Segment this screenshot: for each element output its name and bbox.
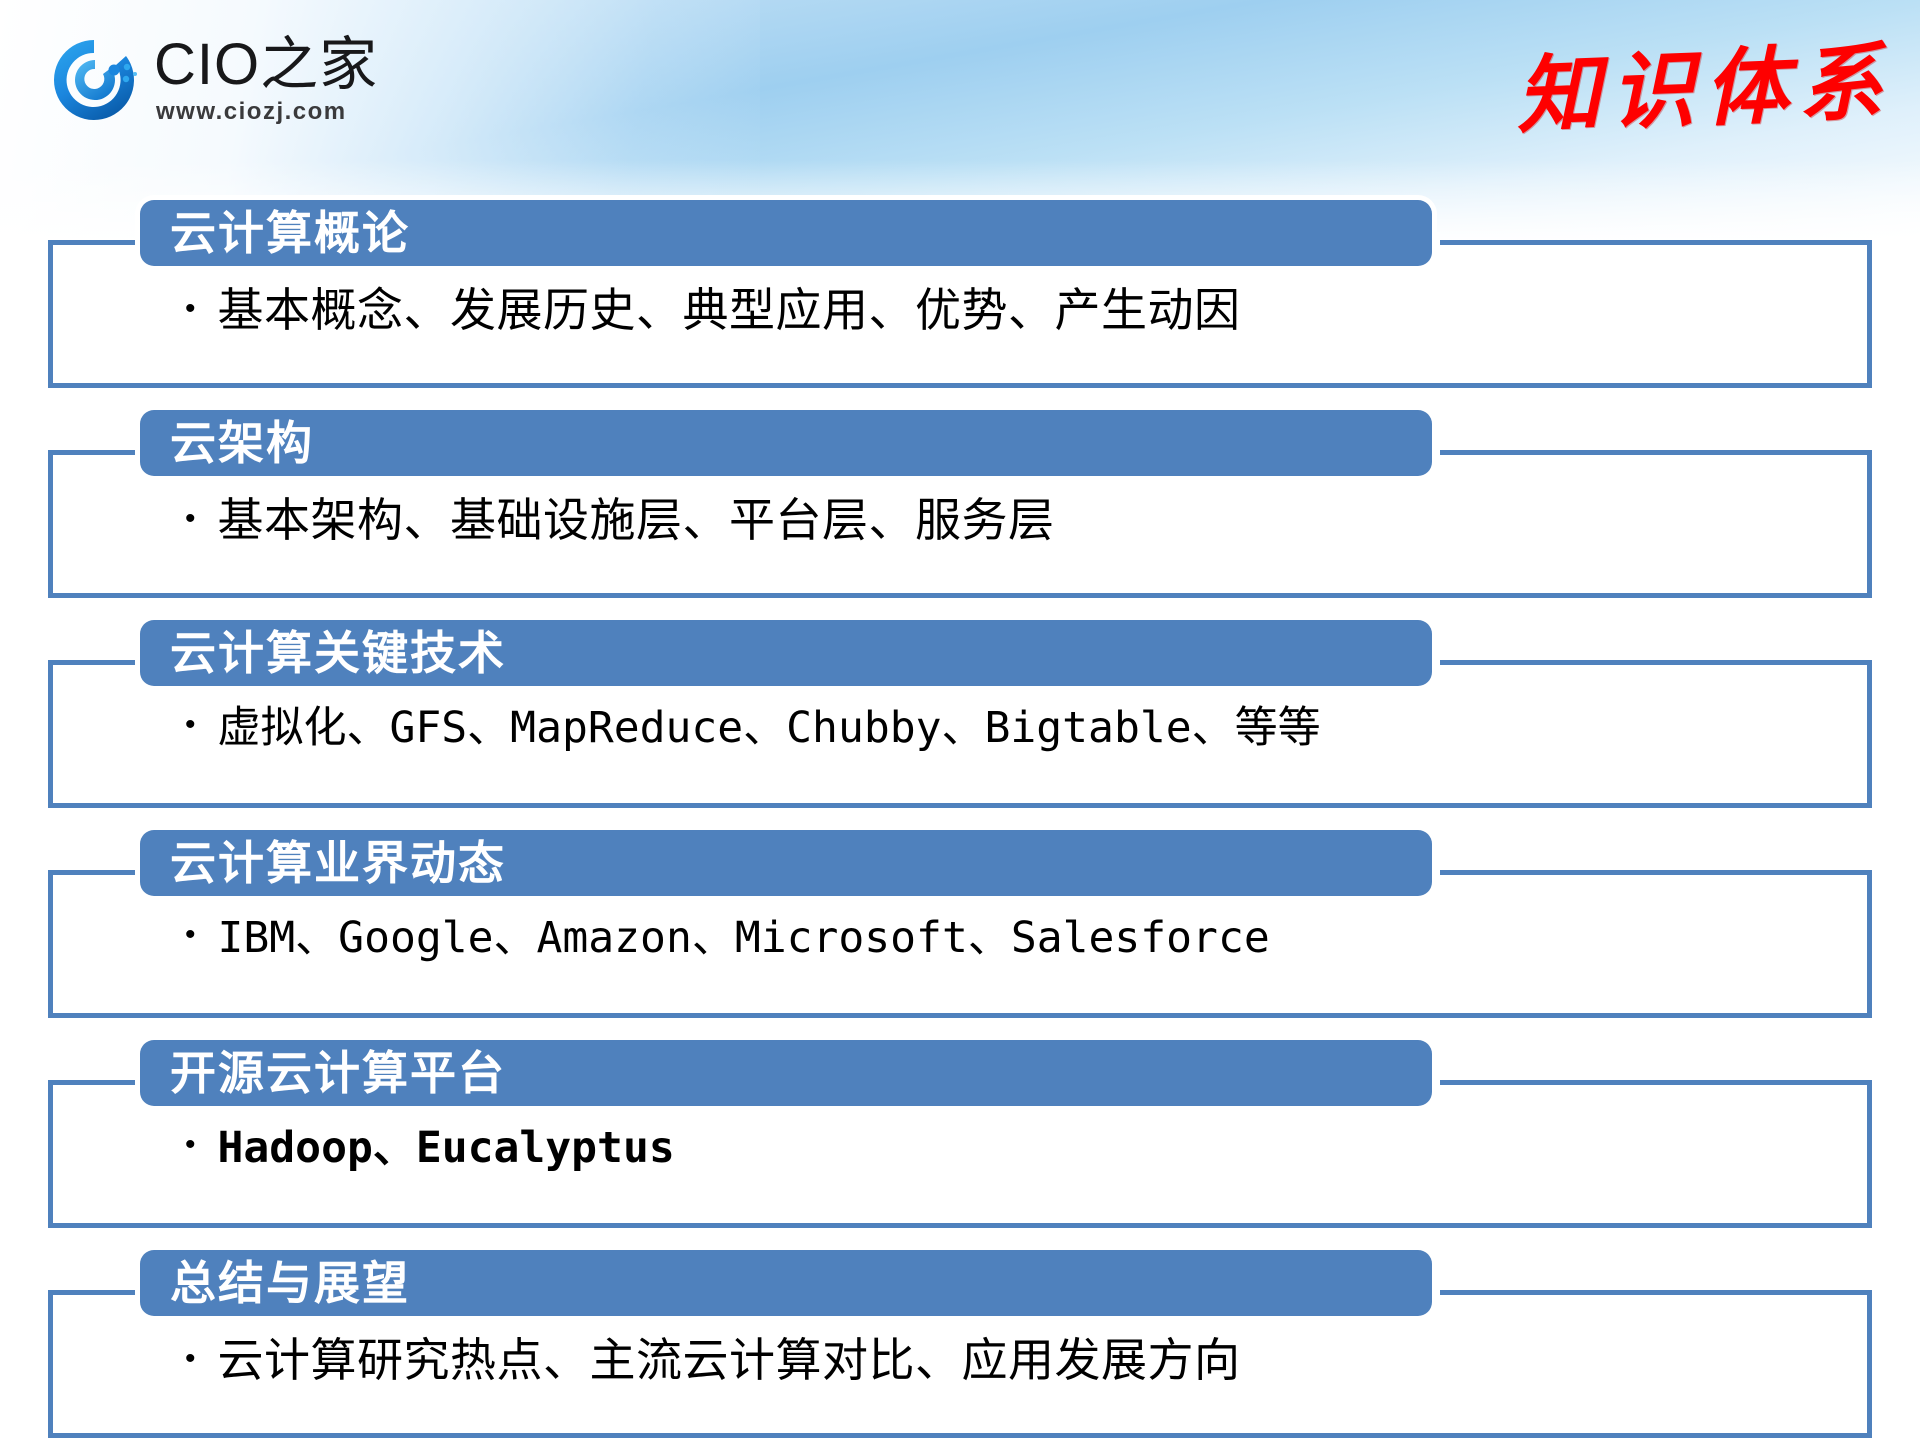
section-body: • IBM、Google、Amazon、Microsoft、Salesforce — [185, 913, 1860, 963]
section-item: 云计算业界动态 • IBM、Google、Amazon、Microsoft、Sa… — [0, 830, 1920, 1032]
section-item: 开源云计算平台 • Hadoop、Eucalyptus — [0, 1040, 1920, 1242]
section-header-pill[interactable]: 云计算业界动态 — [140, 830, 1432, 896]
section-item: 云架构 • 基本架构、基础设施层、平台层、服务层 — [0, 410, 1920, 612]
site-logo: CIO之家 www.ciozj.com — [48, 34, 378, 126]
section-item: 总结与展望 • 云计算研究热点、主流云计算对比、应用发展方向 — [0, 1250, 1920, 1440]
section-header-pill[interactable]: 云计算关键技术 — [140, 620, 1432, 686]
section-bullet-text: Hadoop、Eucalyptus — [217, 1123, 675, 1173]
bullet-marker-icon: • — [185, 502, 196, 535]
section-body: • 云计算研究热点、主流云计算对比、应用发展方向 — [185, 1333, 1860, 1387]
section-header-pill[interactable]: 开源云计算平台 — [140, 1040, 1432, 1106]
section-item: 云计算关键技术 • 虚拟化、GFS、MapReduce、Chubby、Bigta… — [0, 620, 1920, 822]
section-body: • 虚拟化、GFS、MapReduce、Chubby、Bigtable、等等 — [185, 703, 1860, 753]
bullet-marker-icon: • — [185, 1128, 196, 1161]
cio-circle-logo-icon — [48, 34, 140, 126]
section-bullet-text: 基本概念、发展历史、典型应用、优势、产生动因 — [217, 283, 1241, 337]
banner-title: 知识体系 — [1514, 31, 1894, 146]
logo-text-block: CIO之家 www.ciozj.com — [154, 36, 378, 124]
bullet-marker-icon: • — [185, 292, 196, 325]
bullet-marker-icon: • — [185, 708, 196, 741]
section-title: 云计算关键技术 — [170, 626, 506, 680]
section-body: • 基本概念、发展历史、典型应用、优势、产生动因 — [185, 283, 1860, 337]
section-title: 云计算业界动态 — [170, 836, 506, 890]
bullet-marker-icon: • — [185, 1342, 196, 1375]
section-bullet-text: 云计算研究热点、主流云计算对比、应用发展方向 — [217, 1333, 1241, 1387]
section-list: 云计算概论 • 基本概念、发展历史、典型应用、优势、产生动因 云架构 • 基本架… — [0, 200, 1920, 1440]
section-title: 开源云计算平台 — [170, 1046, 506, 1100]
section-item: 云计算概论 • 基本概念、发展历史、典型应用、优势、产生动因 — [0, 200, 1920, 402]
section-body: • Hadoop、Eucalyptus — [185, 1123, 1860, 1173]
section-body: • 基本架构、基础设施层、平台层、服务层 — [185, 493, 1860, 547]
section-title: 云计算概论 — [170, 206, 410, 260]
section-title: 总结与展望 — [170, 1256, 410, 1310]
logo-url: www.ciozj.com — [156, 98, 347, 125]
section-header-pill[interactable]: 云架构 — [140, 410, 1432, 476]
section-bullet-text: 虚拟化、GFS、MapReduce、Chubby、Bigtable、等等 — [217, 703, 1321, 753]
section-title: 云架构 — [170, 416, 314, 470]
section-header-pill[interactable]: 总结与展望 — [140, 1250, 1432, 1316]
logo-brand-name: CIO之家 — [154, 32, 379, 97]
bullet-marker-icon: • — [185, 918, 196, 951]
section-bullet-text: IBM、Google、Amazon、Microsoft、Salesforce — [217, 913, 1270, 963]
section-header-pill[interactable]: 云计算概论 — [140, 200, 1432, 266]
section-bullet-text: 基本架构、基础设施层、平台层、服务层 — [217, 493, 1055, 547]
